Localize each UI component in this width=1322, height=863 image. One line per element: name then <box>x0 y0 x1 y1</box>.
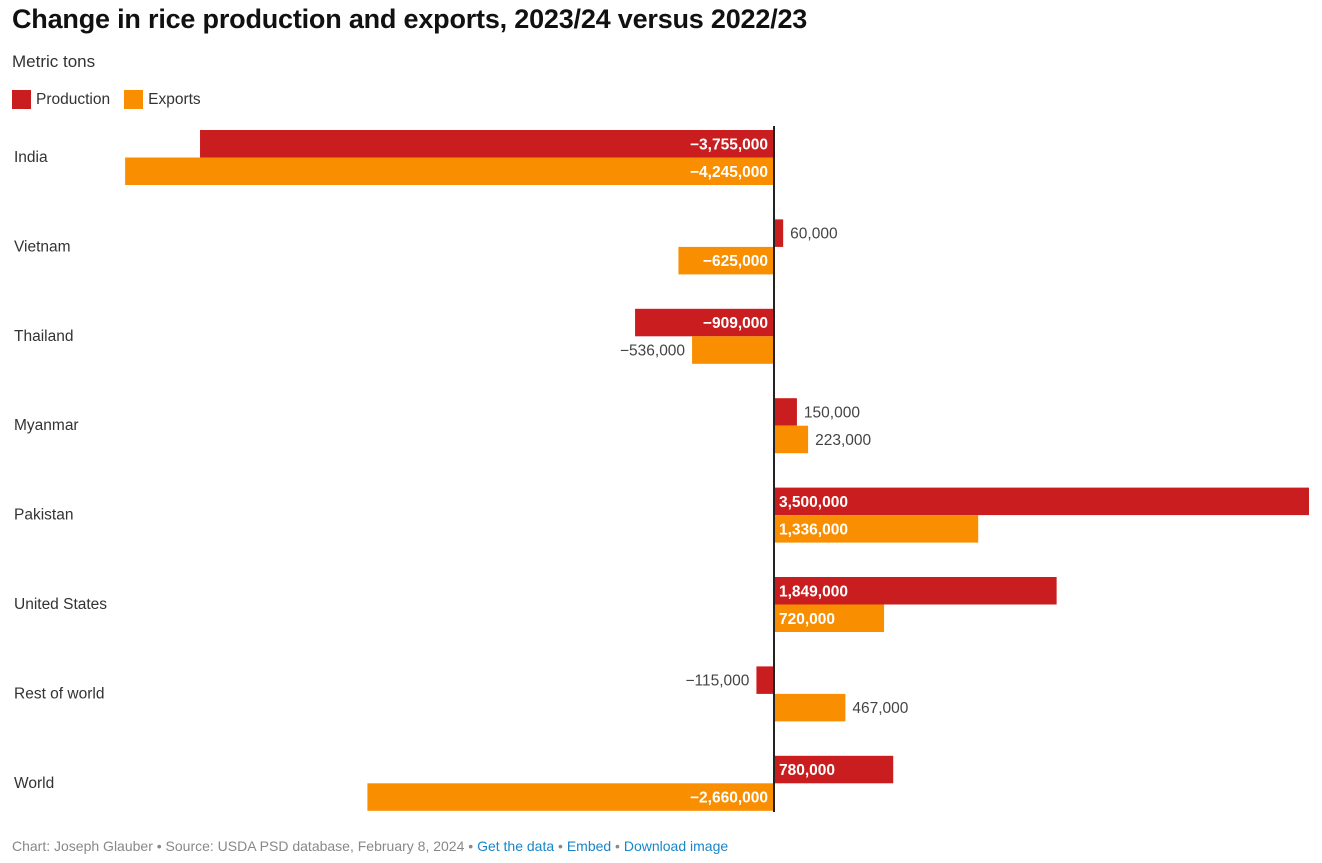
download-image-link[interactable]: Download image <box>623 838 729 854</box>
data-label: 467,000 <box>852 700 908 717</box>
bar-production <box>774 398 797 426</box>
data-label: −909,000 <box>703 315 768 332</box>
category-label: Thailand <box>14 328 73 345</box>
category-label: World <box>14 775 54 792</box>
footer-credit: Chart: Joseph Glauber • Source: USDA PSD… <box>12 838 478 854</box>
bar-production <box>774 577 1057 605</box>
data-label: 60,000 <box>790 226 838 243</box>
data-label: −625,000 <box>703 253 768 270</box>
bar-exports <box>774 604 885 632</box>
bar-exports <box>774 515 979 543</box>
bar-production <box>774 487 1309 516</box>
footer-separator: • <box>554 838 567 854</box>
bar-exports <box>774 693 846 722</box>
data-label: −3,755,000 <box>690 136 768 153</box>
legend: Production Exports <box>12 90 201 109</box>
chart-title: Change in rice production and exports, 2… <box>12 4 808 34</box>
category-label: Pakistan <box>14 507 73 524</box>
chart-subtitle: Metric tons <box>12 52 96 71</box>
footer-separator: • <box>611 838 624 854</box>
bar-exports <box>774 425 809 454</box>
category-label: United States <box>14 596 107 613</box>
bar-production <box>774 755 894 784</box>
legend-item-production: Production <box>12 90 110 109</box>
bar-exports <box>678 246 774 275</box>
data-label: −2,660,000 <box>690 790 768 807</box>
data-label: −4,245,000 <box>690 164 768 181</box>
footer: Chart: Joseph Glauber • Source: USDA PSD… <box>12 838 728 854</box>
bar-exports <box>367 783 774 811</box>
bar-production <box>635 308 774 337</box>
bar-production <box>756 666 774 694</box>
bar-chart: India −3,755,000 −4,245,000 Vietnam 60,000 −6… <box>14 126 1309 812</box>
bar-production <box>774 219 784 247</box>
legend-label-production: Production <box>36 90 111 108</box>
data-label: 3,500,000 <box>779 494 848 511</box>
embed-link[interactable]: Embed <box>566 838 612 854</box>
bar-exports <box>125 157 774 185</box>
bar-production <box>200 130 774 158</box>
category-label: Vietnam <box>14 238 71 255</box>
data-label: 223,000 <box>815 432 871 449</box>
legend-swatch-production <box>12 90 31 109</box>
legend-swatch-exports <box>124 90 144 109</box>
data-label: 720,000 <box>779 611 835 628</box>
category-label: India <box>14 149 48 166</box>
get-the-data-link[interactable]: Get the data <box>477 838 555 854</box>
data-label: −115,000 <box>685 673 749 690</box>
data-label: −536,000 <box>620 343 685 360</box>
data-label: 780,000 <box>779 762 835 779</box>
data-label: 1,336,000 <box>779 521 848 538</box>
category-label: Myanmar <box>14 417 79 434</box>
legend-item-exports: Exports <box>124 90 201 109</box>
data-label: 1,849,000 <box>779 583 848 600</box>
category-label: Rest of world <box>14 685 104 702</box>
data-label: 150,000 <box>804 404 860 421</box>
legend-label-exports: Exports <box>148 90 201 108</box>
bar-exports <box>692 336 774 364</box>
